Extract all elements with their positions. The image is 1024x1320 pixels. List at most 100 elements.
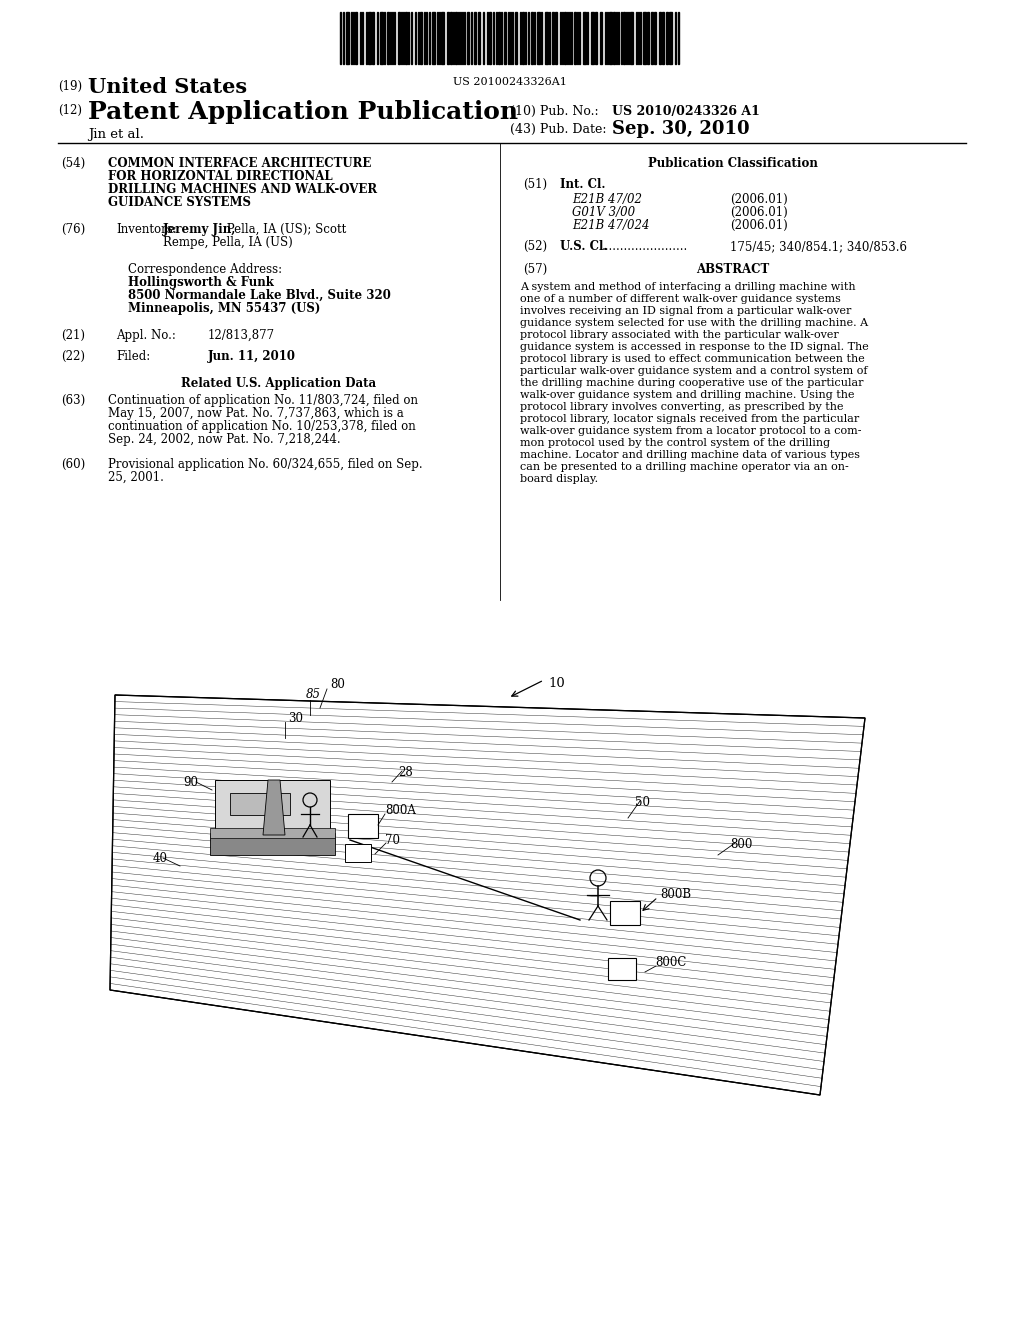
Bar xyxy=(489,12,490,63)
Text: involves receiving an ID signal from a particular walk-over: involves receiving an ID signal from a p… xyxy=(520,306,851,315)
Bar xyxy=(522,12,524,63)
Text: Jeremy Jin,: Jeremy Jin, xyxy=(163,223,237,236)
Text: Pella, IA (US); Scott: Pella, IA (US); Scott xyxy=(223,223,346,236)
Polygon shape xyxy=(110,696,865,1096)
Text: ABSTRACT: ABSTRACT xyxy=(696,263,770,276)
Text: 12/813,877: 12/813,877 xyxy=(208,329,275,342)
Text: Int. Cl.: Int. Cl. xyxy=(560,178,605,191)
Bar xyxy=(467,12,469,63)
Text: machine. Locator and drilling machine data of various types: machine. Locator and drilling machine da… xyxy=(520,450,860,459)
Text: 800A: 800A xyxy=(385,804,416,817)
Bar xyxy=(346,12,349,63)
Text: one of a number of different walk-over guidance systems: one of a number of different walk-over g… xyxy=(520,294,841,304)
Text: Rempe, Pella, IA (US): Rempe, Pella, IA (US) xyxy=(163,236,293,249)
Text: (19): (19) xyxy=(58,81,82,92)
Bar xyxy=(441,12,444,63)
Text: (22): (22) xyxy=(61,350,85,363)
Bar xyxy=(537,12,540,63)
Text: DRILLING MACHINES AND WALK-OVER: DRILLING MACHINES AND WALK-OVER xyxy=(108,183,377,195)
Text: 30: 30 xyxy=(288,711,303,725)
Text: Provisional application No. 60/324,655, filed on Sep.: Provisional application No. 60/324,655, … xyxy=(108,458,423,471)
Bar xyxy=(398,12,400,63)
Text: Minneapolis, MN 55437 (US): Minneapolis, MN 55437 (US) xyxy=(128,302,321,315)
Bar xyxy=(662,12,664,63)
Bar xyxy=(651,12,653,63)
Text: United States: United States xyxy=(88,77,247,96)
Bar xyxy=(669,12,672,63)
Bar xyxy=(600,12,602,63)
Bar xyxy=(659,12,662,63)
Text: 10: 10 xyxy=(548,677,565,690)
Bar xyxy=(654,12,656,63)
Text: Related U.S. Application Data: Related U.S. Application Data xyxy=(181,378,377,389)
Text: 175/45; 340/854.1; 340/853.6: 175/45; 340/854.1; 340/853.6 xyxy=(730,240,907,253)
Text: May 15, 2007, now Pat. No. 7,737,863, which is a: May 15, 2007, now Pat. No. 7,737,863, wh… xyxy=(108,407,403,420)
Text: E21B 47/024: E21B 47/024 xyxy=(572,219,649,232)
Bar xyxy=(380,12,383,63)
Text: Filed:: Filed: xyxy=(116,350,151,363)
Text: Hollingsworth & Funk: Hollingsworth & Funk xyxy=(128,276,273,289)
Bar xyxy=(552,12,554,63)
Text: continuation of application No. 10/253,378, filed on: continuation of application No. 10/253,3… xyxy=(108,420,416,433)
Text: mon protocol used by the control system of the drilling: mon protocol used by the control system … xyxy=(520,438,830,447)
Bar xyxy=(355,12,357,63)
Text: FOR HORIZONTAL DIRECTIONAL: FOR HORIZONTAL DIRECTIONAL xyxy=(108,170,333,183)
Text: .......................: ....................... xyxy=(602,240,688,253)
Text: (43) Pub. Date:: (43) Pub. Date: xyxy=(510,123,606,136)
Text: G01V 3/00: G01V 3/00 xyxy=(572,206,635,219)
Text: walk-over guidance system and drilling machine. Using the: walk-over guidance system and drilling m… xyxy=(520,389,854,400)
Text: U.S. Cl.: U.S. Cl. xyxy=(560,240,607,253)
Bar xyxy=(432,12,435,63)
Text: 800B: 800B xyxy=(660,888,691,902)
Bar xyxy=(215,780,330,836)
Text: Jun. 11, 2010: Jun. 11, 2010 xyxy=(208,350,296,363)
Text: (10) Pub. No.:: (10) Pub. No.: xyxy=(510,106,599,117)
Bar xyxy=(643,12,646,63)
Text: guidance system is accessed in response to the ID signal. The: guidance system is accessed in response … xyxy=(520,342,868,352)
Text: (2006.01): (2006.01) xyxy=(730,206,787,219)
Bar xyxy=(623,12,625,63)
Polygon shape xyxy=(263,780,285,836)
Text: 80: 80 xyxy=(330,678,345,692)
Bar xyxy=(345,843,371,862)
Bar xyxy=(420,12,422,63)
Text: COMMON INTERFACE ARCHITECTURE: COMMON INTERFACE ARCHITECTURE xyxy=(108,157,372,170)
Bar xyxy=(531,12,534,63)
Text: board display.: board display. xyxy=(520,474,598,484)
Text: 40: 40 xyxy=(153,851,168,865)
Text: can be presented to a drilling machine operator via an on-: can be presented to a drilling machine o… xyxy=(520,462,849,473)
Text: protocol library, locator signals received from the particular: protocol library, locator signals receiv… xyxy=(520,414,859,424)
Bar xyxy=(610,902,640,925)
Bar xyxy=(515,12,517,63)
Text: 85: 85 xyxy=(306,689,321,701)
Bar xyxy=(613,12,615,63)
Text: (63): (63) xyxy=(61,393,85,407)
Text: (51): (51) xyxy=(523,178,547,191)
Bar xyxy=(608,958,636,979)
Bar xyxy=(368,12,371,63)
Bar xyxy=(372,12,374,63)
Bar xyxy=(630,12,633,63)
Text: Sep. 30, 2010: Sep. 30, 2010 xyxy=(612,120,750,139)
Text: protocol library associated with the particular walk-over: protocol library associated with the par… xyxy=(520,330,839,341)
Text: US 2010/0243326 A1: US 2010/0243326 A1 xyxy=(612,106,760,117)
Text: US 20100243326A1: US 20100243326A1 xyxy=(453,77,567,87)
Text: (2006.01): (2006.01) xyxy=(730,193,787,206)
Bar xyxy=(583,12,586,63)
Text: (12): (12) xyxy=(58,104,82,117)
Text: particular walk-over guidance system and a control system of: particular walk-over guidance system and… xyxy=(520,366,867,376)
Text: 50: 50 xyxy=(635,796,650,809)
Bar xyxy=(348,814,378,838)
Text: 28: 28 xyxy=(398,767,413,780)
Bar xyxy=(210,828,335,838)
Bar xyxy=(591,12,594,63)
Bar xyxy=(666,12,668,63)
Bar xyxy=(387,12,389,63)
Text: Publication Classification: Publication Classification xyxy=(648,157,818,170)
Bar xyxy=(230,793,290,814)
Bar xyxy=(564,12,566,63)
Text: the drilling machine during cooperative use of the particular: the drilling machine during cooperative … xyxy=(520,378,863,388)
Bar xyxy=(574,12,575,63)
Bar xyxy=(450,12,452,63)
Text: (54): (54) xyxy=(61,157,85,170)
